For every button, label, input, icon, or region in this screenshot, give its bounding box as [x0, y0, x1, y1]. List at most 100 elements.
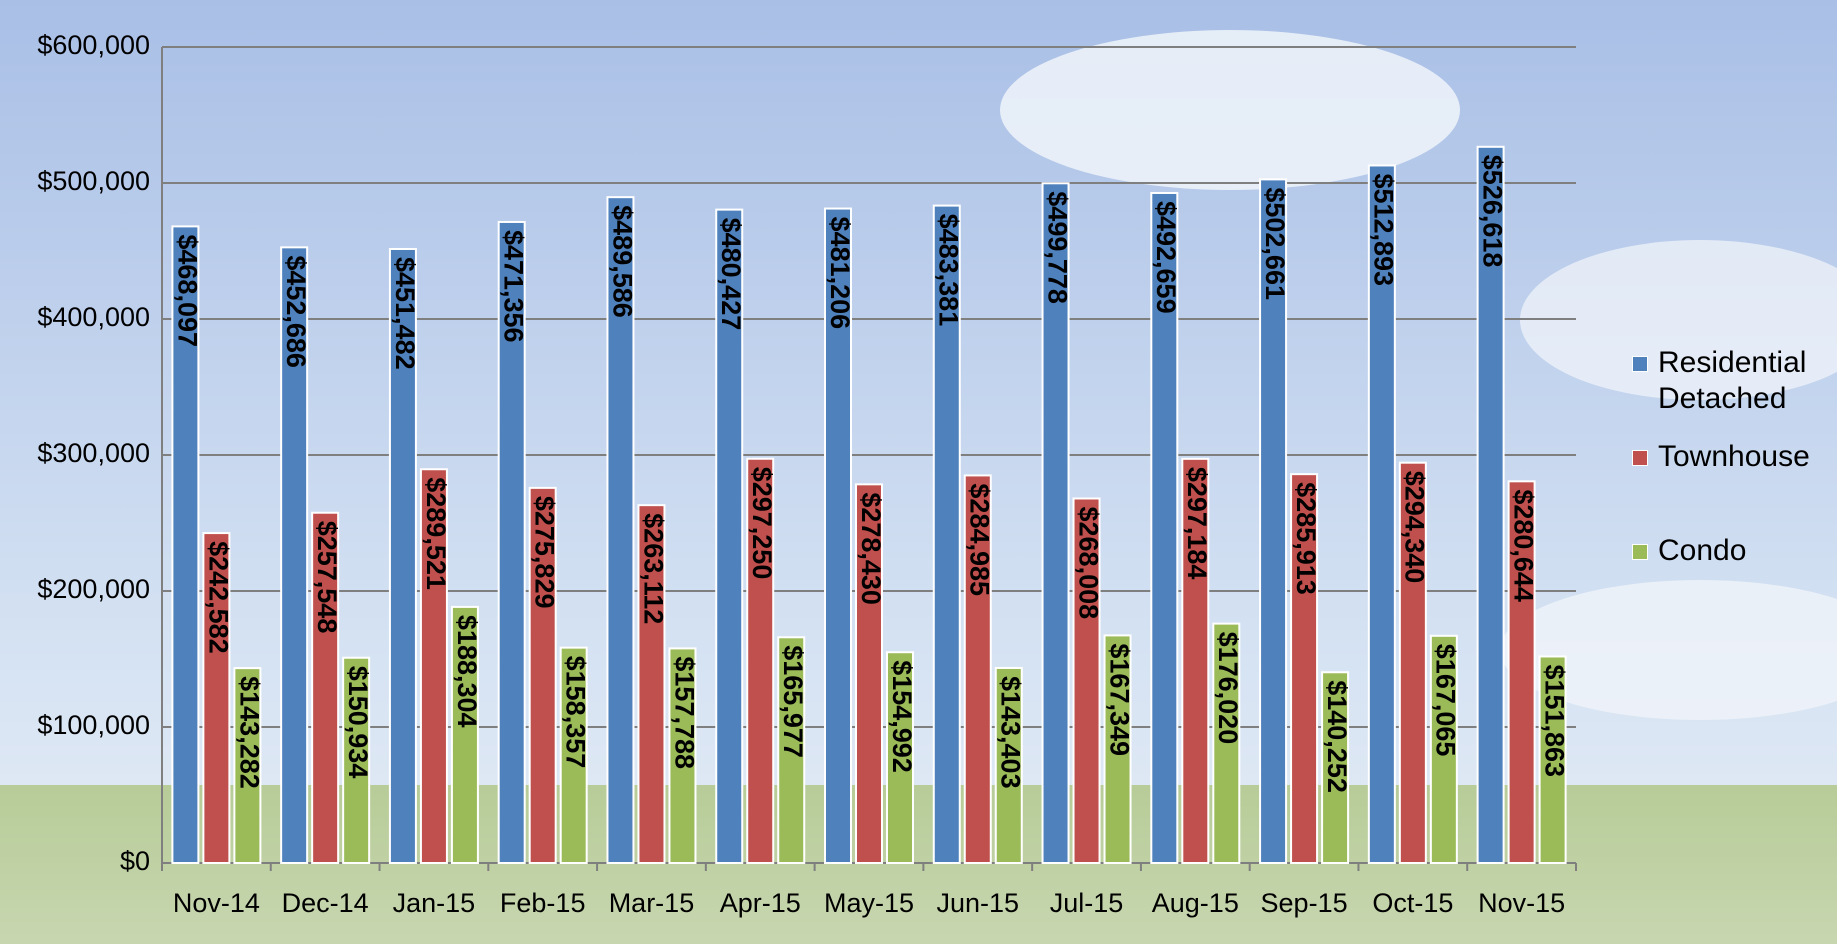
bar	[963, 474, 992, 864]
value-label: $481,206	[825, 217, 855, 330]
y-tick-label: $0	[120, 846, 150, 876]
value-label: $285,913	[1291, 482, 1321, 595]
bar	[1398, 461, 1427, 864]
bar	[388, 247, 417, 864]
cloud	[1520, 240, 1837, 400]
bar	[1103, 634, 1132, 864]
value-label: $294,340	[1400, 471, 1430, 584]
x-tick-label: Feb-15	[500, 888, 586, 918]
bar	[342, 656, 371, 864]
bar	[886, 651, 914, 864]
value-label: $275,829	[530, 496, 560, 609]
legend-swatch	[1632, 356, 1648, 372]
bar	[559, 646, 588, 864]
value-label: $284,985	[965, 483, 995, 596]
value-label: $289,521	[421, 477, 451, 590]
bar	[233, 667, 262, 864]
bar	[1072, 497, 1101, 864]
legend-label: Townhouse	[1658, 440, 1810, 473]
bar	[994, 666, 1023, 864]
bar	[1476, 145, 1505, 865]
bar	[668, 647, 697, 864]
value-label: $167,349	[1104, 643, 1134, 756]
value-label: $165,977	[778, 645, 808, 758]
value-label: $268,008	[1073, 507, 1103, 620]
value-label: $483,381	[934, 214, 964, 327]
value-label: $242,582	[203, 541, 233, 654]
bar	[606, 196, 635, 865]
bar	[1041, 182, 1070, 864]
value-label: $492,659	[1151, 201, 1181, 314]
x-tick-label: Oct-15	[1372, 888, 1453, 918]
y-tick-label: $500,000	[37, 166, 150, 196]
bar	[637, 504, 666, 864]
bar	[855, 483, 883, 864]
bar	[280, 246, 309, 864]
y-tick-label: $400,000	[37, 302, 150, 332]
cloud	[1500, 580, 1837, 720]
bar	[777, 636, 806, 865]
x-tick-label: Aug-15	[1152, 888, 1239, 918]
value-label: $297,250	[747, 467, 777, 580]
legend-swatch	[1632, 544, 1648, 560]
bar	[746, 457, 775, 864]
x-tick-label: Sep-15	[1261, 888, 1348, 918]
bar	[824, 207, 852, 865]
bar	[311, 511, 340, 865]
bar	[171, 225, 200, 865]
value-label: $499,778	[1042, 191, 1072, 304]
bar	[450, 605, 479, 864]
value-label: $140,252	[1322, 680, 1352, 793]
legend-label: Residential Detached	[1658, 346, 1807, 415]
x-tick-label: Jul-15	[1050, 888, 1124, 918]
value-label: $143,403	[996, 676, 1026, 789]
value-label: $158,357	[561, 656, 591, 769]
x-tick-label: Jun-15	[936, 888, 1019, 918]
value-label: $451,482	[390, 257, 420, 370]
value-label: $143,282	[234, 676, 264, 789]
x-tick-label: Apr-15	[720, 888, 801, 918]
x-tick-label: Nov-15	[1478, 888, 1565, 918]
x-tick-label: Jan-15	[393, 888, 476, 918]
y-tick-label: $200,000	[37, 574, 150, 604]
bar	[1150, 191, 1179, 864]
value-label: $150,934	[343, 666, 373, 779]
bar	[419, 468, 448, 864]
bar	[497, 220, 526, 865]
legend-label: Condo	[1658, 534, 1747, 567]
legend-item: Residential Detached	[1632, 345, 1832, 417]
value-label: $468,097	[172, 234, 202, 347]
y-tick-label: $600,000	[37, 30, 150, 60]
value-label: $297,184	[1182, 467, 1212, 580]
legend-item: Townhouse	[1632, 439, 1832, 475]
bar	[715, 208, 744, 865]
value-label: $526,618	[1477, 155, 1507, 268]
plot: $0 $100,000 $200,000 $300,000 $400,000 $500,0…	[37, 30, 1577, 918]
cloud	[1000, 30, 1460, 190]
bar	[1290, 473, 1319, 864]
y-tick-label: $100,000	[37, 710, 150, 740]
value-label: $151,863	[1539, 664, 1569, 777]
value-label: $278,430	[856, 492, 886, 605]
value-label: $471,356	[499, 230, 529, 343]
bar	[1538, 655, 1567, 864]
bar	[1321, 671, 1350, 864]
value-label: $257,548	[312, 521, 342, 634]
x-tick-label: May-15	[824, 888, 914, 918]
value-label: $167,065	[1431, 644, 1461, 757]
bar	[1429, 634, 1458, 865]
legend-item: Condo	[1632, 533, 1832, 569]
value-label: $176,020	[1213, 632, 1243, 745]
bar	[1507, 480, 1536, 864]
value-label: $489,586	[607, 205, 637, 318]
value-label: $480,427	[716, 218, 746, 331]
value-label: $154,992	[887, 660, 917, 773]
x-tick-label: Mar-15	[609, 888, 695, 918]
x-tick-label: Dec-14	[282, 888, 369, 918]
bar	[528, 486, 557, 864]
value-label: $188,304	[452, 615, 482, 728]
bar	[1367, 164, 1396, 864]
bar	[1212, 622, 1241, 864]
value-label: $502,661	[1260, 187, 1290, 300]
